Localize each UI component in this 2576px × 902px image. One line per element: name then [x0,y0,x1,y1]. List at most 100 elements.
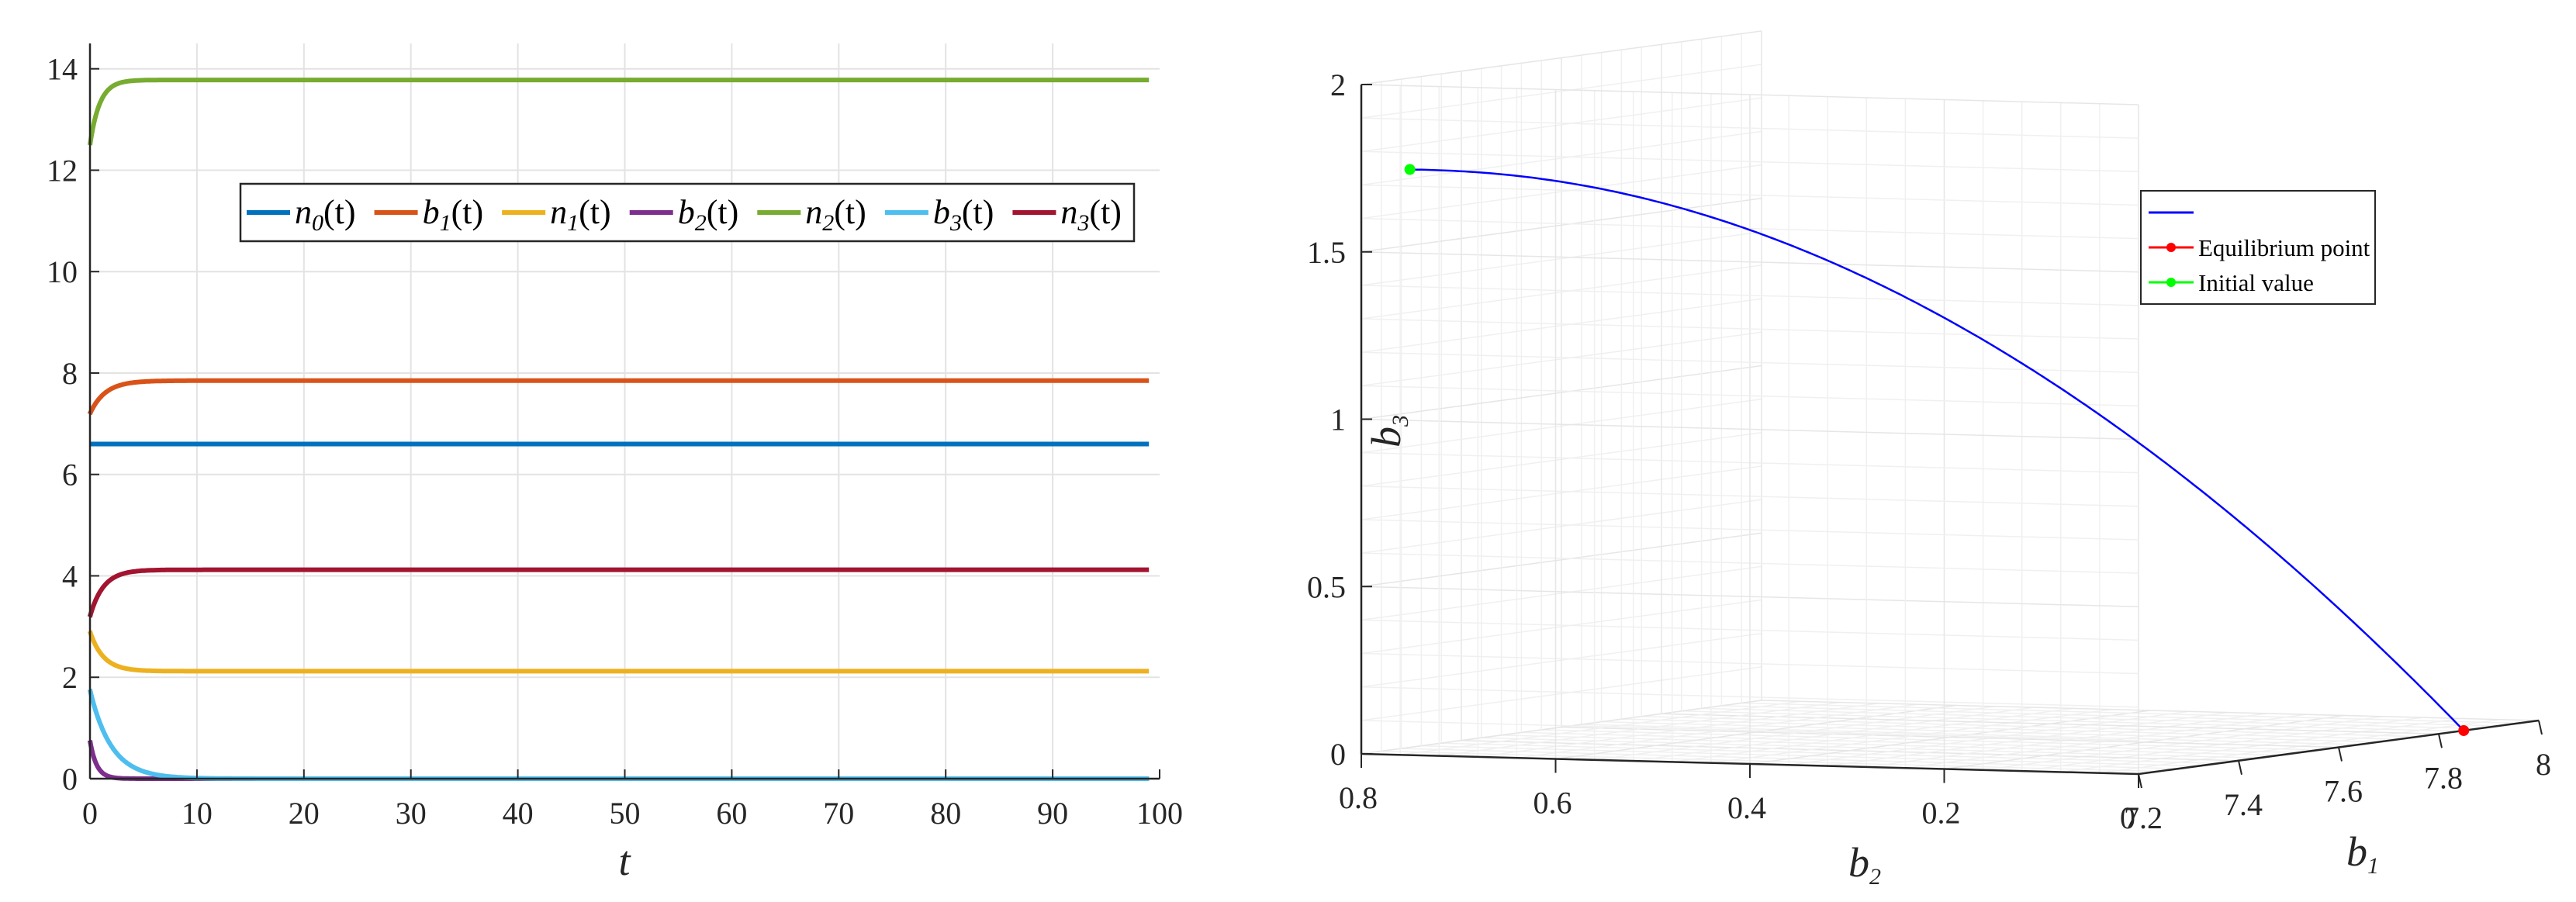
left-grid [90,43,1160,779]
right-legend-label: Equilibrium point [2198,234,2370,261]
floor-gridline [1439,701,1840,757]
legend-label-b3: b3(t) [933,193,994,236]
left-y-tick-label: 6 [62,458,78,492]
b1-tick-label: 8 [2536,747,2551,782]
legend-label-n0: n0(t) [295,193,356,236]
wall-gridline [1361,365,1762,420]
b1-tick-mark [2338,747,2343,762]
wall-gridline [1361,97,1762,153]
wall-gridline [1361,418,2139,441]
floor-gridline [1681,710,2459,732]
series-line-n2 [88,78,1150,146]
equilibrium-point-marker [2458,724,2470,736]
b1-tick-label: 7.6 [2324,774,2363,809]
b2-tick-label: 0.6 [1533,786,1572,821]
legend-label-b1: b1(t) [423,193,484,236]
left-x-tick-label: 0 [82,796,98,831]
series-line-n1 [88,630,1150,674]
wall-gridline [1361,164,1762,219]
wall-gridline [1361,385,2139,407]
left-y-tick-label: 8 [62,356,78,391]
right-axis-labels: b1 b2 b3 [1363,415,2379,890]
series-line-b1 [88,378,1150,416]
wall-gridline [1361,217,2139,240]
b3-tick-label: 0.5 [1307,569,1346,604]
floor-gridline [1516,703,1917,759]
left-x-tick-label: 70 [823,796,854,831]
left-y-tick-label: 12 [47,153,78,188]
b2-tick-label: 0.4 [1727,790,1766,825]
floor-gridline [1672,707,2073,763]
b1-tick-mark [2538,720,2543,735]
b3-tick-label: 1 [1330,403,1346,437]
wall-gridline [1361,231,1762,286]
wall-gridline [1361,198,1762,253]
series-line-b3 [88,688,1150,781]
right-axes [1360,84,2543,789]
wall-gridline [1361,285,2139,306]
floor-gridline [1749,710,2151,765]
b3-axis-label: b3 [1363,415,1413,448]
b1-tick-label: 7.2 [2124,800,2163,835]
trajectory-line [1409,168,2465,731]
right-tick-labels: 7.2 7.4 7.6 7.8 8 0 0.2 0.4 0.6 0.8 0 0.5 1 1.5 2 [1307,67,2551,835]
wall-gridline [1361,84,2139,105]
floor-gridline [1741,702,2519,724]
left-x-tick-label: 60 [716,796,747,831]
floor-gridline [1601,721,2379,743]
wall-gridline [1361,30,1762,85]
floor-gridline [1710,708,2111,764]
left-x-tick-label: 20 [289,796,320,831]
b1-tick-mark [2238,760,2242,775]
b1-tick-mark [2438,734,2443,748]
wall-gridline [1361,351,2139,373]
floor-gridline [1400,700,1801,756]
b1-axis-label: b1 [2346,828,2379,879]
b3-tick-label: 0 [1330,737,1346,772]
phase-space-3d-chart: 7.2 7.4 7.6 7.8 8 0 0.2 0.4 0.6 0.8 0 0.5 1 1.5 2 b1 b2… [1307,30,2551,890]
wall-gridline [1361,298,1762,353]
left-x-tick-label: 10 [182,796,213,831]
floor-gridline [1761,700,2540,721]
b1-tick-label: 7.8 [2424,760,2463,795]
floor-gridline [1641,715,2419,738]
b3-tick-label: 2 [1330,67,1346,102]
wall-gridline [1361,331,1762,387]
floor-gridline [1721,705,2499,727]
wall-gridline [1361,64,1762,119]
b2-tick-label: 0 [2120,800,2135,835]
wall-gridline [1361,264,1762,320]
left-y-tick-label: 4 [62,558,78,593]
legend-label-n1: n1(t) [550,193,611,236]
left-tick-labels: 0 10 20 30 40 50 60 70 80 90 100 0 2 4 6 8 10 12 14 [47,52,1183,831]
b2-tick-label: 0.2 [1922,796,1961,831]
series-line-n3 [88,567,1150,618]
time-series-chart: 0 10 20 30 40 50 60 70 80 90 100 0 2 4 6 8 10 12 14 t n0(t… [47,43,1183,884]
left-x-tick-label: 80 [930,796,961,831]
right-legend-label: Initial value [2198,269,2314,296]
wall-gridline [1361,184,2139,206]
floor-gridline [1594,706,1995,761]
right-legend-marker [2166,278,2176,287]
left-axes [88,43,1160,780]
left-y-tick-label: 14 [47,52,78,87]
wall-gridline [1361,130,1762,186]
wall-gridline [1361,150,2139,173]
floor-gridline [1478,703,1879,758]
wall-gridline [1361,117,2139,139]
left-x-axis-label: t [618,838,631,884]
left-y-tick-label: 0 [62,762,78,797]
floor-gridline [1633,707,2034,762]
left-x-tick-label: 90 [1037,796,1068,831]
wall-gridline [1361,251,2139,273]
left-x-tick-label: 30 [396,796,427,831]
left-x-tick-label: 100 [1136,796,1183,831]
right-legend: Equilibrium point Initial value [2140,190,2376,305]
series-line-b2 [88,739,1150,781]
right-legend-marker [2166,243,2176,252]
floor-gridline [1661,713,2439,734]
right-grid [1361,30,2540,775]
floor-gridline [1621,718,2399,740]
legend-label-n2: n2(t) [805,193,866,236]
